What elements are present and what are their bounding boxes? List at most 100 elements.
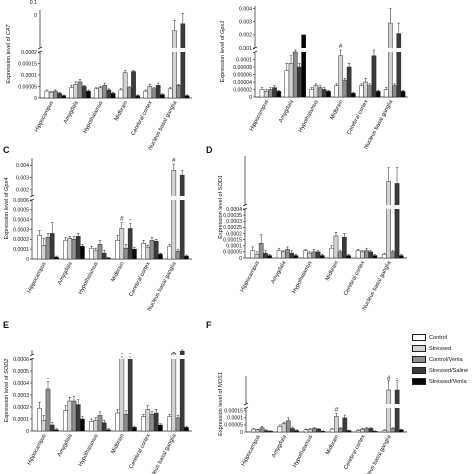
y-axis-label-prefix: Expression level of (218, 387, 224, 436)
y-tick-label: 0.004 (239, 6, 252, 12)
bar (69, 87, 74, 99)
bar (106, 89, 112, 99)
bar (390, 428, 396, 433)
bar-break-gap (387, 48, 393, 52)
bar (360, 428, 365, 433)
bar (171, 170, 177, 260)
legend-label: Control/Venla (429, 356, 463, 363)
y-axis-label: Expression level of NOS1 (218, 372, 224, 436)
bar (153, 241, 159, 260)
bar (383, 89, 389, 98)
y-tick-label: 0.00004 (233, 80, 252, 86)
x-tick-label: Hippocampus (34, 100, 55, 133)
x-tick-label: Amygdala (270, 259, 287, 285)
bar (394, 389, 400, 433)
legend-item: Control (412, 332, 474, 343)
bar (297, 66, 302, 98)
y-axis-label-prefix: Expression level of (218, 190, 224, 239)
bar (175, 250, 181, 260)
bar (303, 429, 309, 433)
x-tick-label: Nucleus basal ganglia (362, 259, 393, 311)
y-axis-label: Expression level of SOD2 (4, 358, 10, 423)
x-tick-label: Cerebral cortex (346, 99, 369, 136)
x-tick-label: Hippocampus (26, 261, 47, 294)
x-tick-label: Hypothalamus (292, 260, 314, 295)
bar (71, 400, 77, 432)
panel-a: 0 0.00005 0.0001 0.00015 0.0002 0.1 0 Expressio… (6, 0, 192, 151)
y-tick-label: 0.00025 (223, 225, 242, 231)
y-tick-label: 0.00002 (233, 87, 252, 93)
bar (290, 428, 295, 433)
y-axis-label-gene: NOS1 (218, 372, 224, 387)
bar (334, 85, 339, 98)
legend-swatch (412, 378, 426, 385)
bar (363, 81, 368, 98)
bar (309, 89, 315, 98)
bar (289, 252, 295, 259)
bar (312, 428, 317, 433)
bar (102, 85, 107, 99)
x-tick-label: Midbrain (325, 434, 340, 456)
bar (307, 428, 313, 433)
bar (145, 246, 151, 260)
y-tick-label: 0.0001 (13, 417, 29, 423)
bar (75, 236, 81, 260)
bar (317, 87, 323, 98)
bar (118, 89, 124, 99)
legend: Control Stressed Control/Venla Stressed/Sal… (412, 332, 474, 387)
bar (396, 33, 402, 98)
bar (334, 416, 339, 433)
significance-marker: - (396, 375, 398, 382)
y-tick-label: 0.0003 (13, 393, 29, 399)
bar (254, 254, 260, 259)
bar (184, 255, 189, 260)
x-tick-label: Nucleus basal ganglia (362, 433, 393, 474)
bar (49, 233, 55, 260)
y-tick-label: 0.00005 (18, 84, 37, 90)
bar (167, 245, 172, 260)
panel-letter: E (3, 320, 9, 330)
bar (180, 23, 186, 99)
x-tick-label: Hippocampus (240, 260, 261, 293)
significance-marker: - (47, 375, 49, 382)
bar (321, 89, 327, 98)
bar (141, 243, 146, 260)
bar (315, 251, 321, 259)
bar (263, 430, 269, 433)
y-axis-label-gene: Gpx4 (4, 178, 10, 191)
bar (131, 71, 136, 99)
bar (372, 431, 378, 433)
bar (285, 420, 291, 433)
legend-item: Stressed/Saline (412, 365, 474, 376)
bar (147, 86, 153, 99)
y-tick-label: 0 (239, 256, 242, 262)
legend-label: Stressed (429, 345, 452, 352)
bar (80, 245, 85, 260)
bar (329, 428, 335, 433)
bar (149, 413, 155, 432)
bar (106, 257, 111, 260)
x-tick-label: Amygdala (271, 433, 288, 459)
bar (80, 418, 85, 432)
bar (394, 183, 400, 259)
bar (386, 389, 392, 433)
axis-break-mark (242, 203, 248, 207)
x-tick-label: Midbrain (110, 433, 125, 455)
bar (54, 429, 59, 432)
y-tick-label: 0.0001 (236, 57, 252, 63)
y-tick-label: 0.00005 (224, 423, 243, 429)
bar (346, 255, 351, 259)
bar (251, 428, 257, 433)
bar (143, 90, 148, 99)
bar (292, 51, 298, 98)
legend-swatch (412, 345, 426, 352)
y-axis-label-prefix: Expression level of (6, 35, 12, 84)
bar (184, 95, 190, 99)
significance-marker: # (387, 375, 391, 382)
x-tick-label: Hypothalamus (292, 434, 314, 469)
bar (364, 428, 370, 433)
bar (119, 356, 125, 432)
bar (54, 256, 59, 260)
